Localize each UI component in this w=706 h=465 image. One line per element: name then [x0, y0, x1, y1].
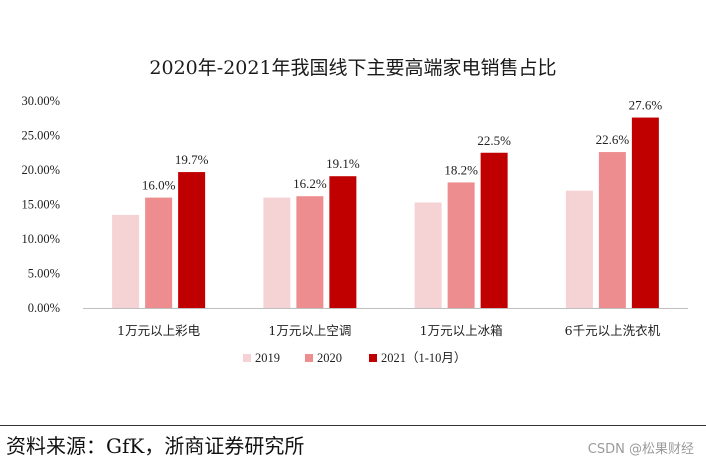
legend-label: 2021（1-10月） — [381, 351, 466, 365]
bar-2021110-1 — [329, 176, 357, 308]
bar-2020-0 — [145, 197, 173, 308]
chart: 2020年-2021年我国线下主要高端家电销售占比 0.00% 5.00% 10.0… — [21, 57, 688, 365]
data-label: 22.6% — [596, 132, 630, 147]
source-note: 资料来源：GfK，浙商证券研究所 — [6, 434, 305, 458]
source-divider — [0, 425, 706, 426]
legend-label: 2020 — [317, 351, 342, 365]
y-tick-label: 30.00% — [21, 94, 60, 108]
data-label: 22.5% — [477, 133, 511, 148]
bar-2021110-2 — [480, 152, 508, 308]
y-tick-label: 15.00% — [21, 198, 60, 212]
plot-area: 0.00% 5.00% 10.00% 15.00% 20.00% 25.00% 30.00%… — [21, 94, 688, 338]
bar-2019-3 — [565, 190, 593, 308]
bar-2020-2 — [447, 182, 475, 308]
data-label: 19.7% — [175, 152, 209, 167]
legend: 2019 2020 2021（1-10月） — [243, 351, 466, 365]
y-tick-label: 10.00% — [21, 232, 60, 246]
legend-label: 2019 — [255, 351, 280, 365]
bar-2021110-3 — [631, 117, 659, 308]
bar-2019-1 — [263, 197, 291, 308]
bar-2019-2 — [414, 202, 442, 308]
chart-title: 2020年-2021年我国线下主要高端家电销售占比 — [149, 57, 556, 79]
data-label: 16.0% — [142, 178, 176, 193]
bar-2019-0 — [112, 214, 140, 308]
bar-2020-3 — [598, 152, 626, 308]
x-tick-label: 6千元以上洗衣机 — [565, 323, 661, 338]
data-label: 16.2% — [293, 176, 327, 191]
y-tick-label: 0.00% — [28, 301, 60, 315]
bar-2020-1 — [296, 196, 324, 308]
y-tick-label: 20.00% — [21, 163, 60, 177]
y-tick-label: 25.00% — [21, 129, 60, 143]
x-tick-label: 1万元以上彩电 — [117, 323, 200, 338]
data-label: 27.6% — [629, 98, 663, 113]
x-tick-label: 1万元以上空调 — [268, 323, 351, 338]
x-tick-label: 1万元以上冰箱 — [420, 323, 503, 338]
bar-2021110-0 — [178, 172, 206, 308]
y-tick-label: 5.00% — [28, 267, 60, 281]
watermark: CSDN @松果财经 — [587, 442, 694, 457]
data-label: 18.2% — [444, 162, 478, 177]
legend-swatch — [369, 354, 377, 362]
legend-swatch — [305, 354, 313, 362]
legend-swatch — [243, 354, 251, 362]
data-label: 19.1% — [326, 156, 360, 171]
